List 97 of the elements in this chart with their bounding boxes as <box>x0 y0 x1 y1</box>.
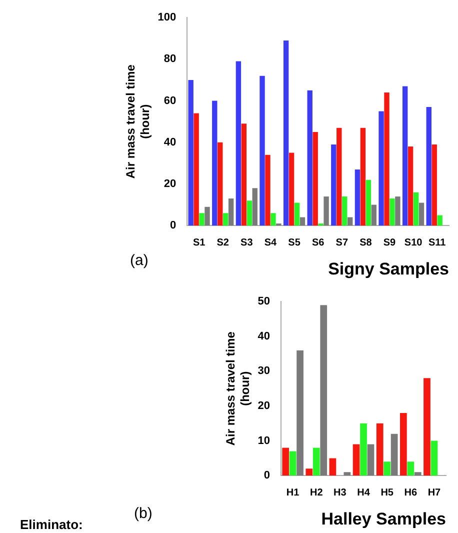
bar <box>347 217 353 226</box>
bar <box>320 305 328 476</box>
bar <box>283 40 289 226</box>
x-tick-label: S5 <box>288 237 301 248</box>
bar <box>324 196 329 226</box>
bar <box>289 451 296 476</box>
y-tick-label: 80 <box>164 53 176 66</box>
bar <box>407 462 414 476</box>
text: (b) <box>134 505 152 522</box>
bar <box>344 472 351 476</box>
x-tick-label: S4 <box>264 237 278 248</box>
bar <box>384 92 390 226</box>
bar <box>270 213 276 226</box>
bar <box>222 213 228 226</box>
text: Signy Samples <box>328 259 449 278</box>
bar <box>331 144 336 226</box>
x-tick-label: S7 <box>336 237 348 248</box>
bar <box>418 202 424 226</box>
bar <box>228 198 234 226</box>
bar <box>265 154 270 226</box>
y-tick-label: 60 <box>164 94 176 107</box>
bar <box>294 202 300 226</box>
bar <box>260 76 265 226</box>
bar <box>432 144 437 226</box>
x-tick-label: H6 <box>404 487 418 498</box>
bar <box>414 472 422 476</box>
bar <box>300 217 306 226</box>
y-axis-title: Air mass travel time (hour) <box>124 64 152 179</box>
y-tick-label: 0 <box>170 220 176 232</box>
bar <box>371 204 376 226</box>
bar <box>437 215 442 226</box>
bar <box>307 90 312 226</box>
bar <box>342 196 348 226</box>
x-tick-label: H3 <box>334 487 347 498</box>
text: (a) <box>130 252 148 269</box>
bar <box>400 412 407 476</box>
bar <box>241 124 247 226</box>
bar <box>366 180 372 226</box>
bar <box>204 206 210 226</box>
y-tick-label: 0 <box>264 470 270 482</box>
x-tick-label: S11 <box>428 237 446 248</box>
x-tick-label: H7 <box>428 487 442 498</box>
bar <box>376 423 384 476</box>
bar <box>296 350 304 476</box>
bar <box>390 434 398 476</box>
x-tick-label: H4 <box>357 487 370 498</box>
y-tick-label: 100 <box>158 12 176 24</box>
bar <box>408 146 414 226</box>
bar <box>336 128 342 226</box>
bar <box>354 169 360 226</box>
bar <box>312 132 318 226</box>
bar <box>360 128 366 226</box>
bar <box>360 423 367 476</box>
x-tick-label: S10 <box>404 237 423 248</box>
bar <box>367 444 374 476</box>
y-tick-label: 20 <box>258 400 270 412</box>
bar <box>390 198 395 226</box>
bar <box>395 196 400 226</box>
bar <box>218 142 223 226</box>
bar <box>312 448 320 476</box>
text: Eliminato: <box>20 517 83 532</box>
bar <box>413 192 419 226</box>
x-tick-label: S6 <box>312 237 325 248</box>
x-tick-label: S9 <box>383 237 396 248</box>
x-tick-label: S3 <box>240 237 254 248</box>
bar <box>282 448 290 476</box>
y-tick-label: 20 <box>164 178 176 190</box>
bar <box>430 440 438 476</box>
bar <box>352 444 360 476</box>
x-tick-label: S8 <box>360 237 372 248</box>
bar <box>306 468 313 476</box>
bar <box>426 107 432 226</box>
bar <box>236 61 242 226</box>
bar <box>329 458 336 476</box>
y-axis-title: Air mass travel time (hour) <box>224 331 252 446</box>
x-tick-label: H5 <box>380 487 394 498</box>
y-tick-label: 40 <box>164 136 176 148</box>
y-tick-label: 40 <box>258 330 270 342</box>
bar <box>188 80 194 226</box>
bar <box>378 111 384 226</box>
bar <box>402 86 408 226</box>
y-tick-label: 30 <box>258 365 270 378</box>
bar <box>288 152 294 226</box>
x-tick-label: S1 <box>192 237 206 248</box>
bar <box>384 462 391 476</box>
x-tick-label: H1 <box>286 487 300 498</box>
bar <box>194 113 199 226</box>
bar <box>199 213 204 226</box>
bar <box>424 378 430 476</box>
text: Halley Samples <box>321 509 446 528</box>
bar <box>212 100 218 226</box>
y-tick-label: 50 <box>258 296 270 308</box>
x-tick-label: S2 <box>216 237 230 248</box>
bar <box>246 200 252 226</box>
y-tick-label: 10 <box>258 434 270 447</box>
bar <box>252 188 258 226</box>
x-tick-label: H2 <box>310 487 324 498</box>
